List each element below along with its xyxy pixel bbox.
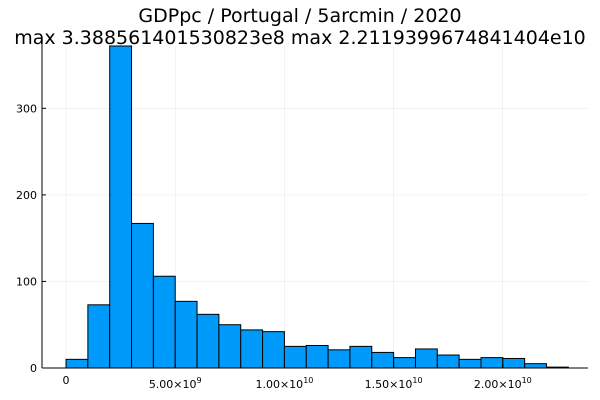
- x-tick-label: 1.00×1010: [255, 376, 313, 391]
- histogram-bar: [349, 345, 373, 369]
- y-tick-label: 300: [16, 102, 37, 115]
- histogram-bar: [393, 357, 416, 369]
- x-axis-ticks: 0 5.00×109 1.00×1010 1.50×1010 2.00×1010: [63, 364, 532, 391]
- histogram-bar: [152, 275, 176, 369]
- histogram-bar: [502, 357, 526, 369]
- histogram-bar: [327, 349, 351, 369]
- y-tick-label: 100: [16, 275, 37, 288]
- y-tick-label: 200: [16, 189, 37, 202]
- histogram-bar: [480, 357, 504, 369]
- y-tick-label: 0: [30, 362, 37, 375]
- histogram-bar: [174, 300, 198, 369]
- histogram-bar: [109, 45, 133, 369]
- histogram-bar: [524, 363, 548, 369]
- histogram-bar: [283, 345, 307, 369]
- histogram-bar: [196, 313, 220, 369]
- histogram-bar: [458, 358, 482, 369]
- histogram-bar: [436, 354, 460, 369]
- histogram-bar: [218, 324, 242, 369]
- x-tick-label: 1.50×1010: [365, 376, 423, 391]
- histogram-bar: [371, 351, 395, 369]
- x-tick-label: 0: [63, 374, 70, 387]
- y-axis-ticks: 0 100 200 300: [16, 102, 46, 375]
- histogram-bar: [305, 344, 329, 369]
- chart-subtitle: max 3.388561401530823e8 max 2.2119399674…: [14, 27, 586, 49]
- histogram-bar: [262, 331, 285, 369]
- axes: [41, 40, 588, 369]
- chart-title: GDPpc / Portugal / 5arcmin / 2020: [138, 5, 462, 27]
- bars-group: [65, 45, 569, 369]
- histogram-bar: [65, 358, 89, 369]
- histogram-bar: [240, 329, 264, 369]
- histogram-bar: [414, 348, 438, 369]
- histogram-bar: [131, 222, 154, 369]
- x-tick-label: 5.00×109: [149, 376, 202, 391]
- x-tick-label: 2.00×1010: [474, 376, 532, 391]
- histogram-bar: [87, 304, 111, 369]
